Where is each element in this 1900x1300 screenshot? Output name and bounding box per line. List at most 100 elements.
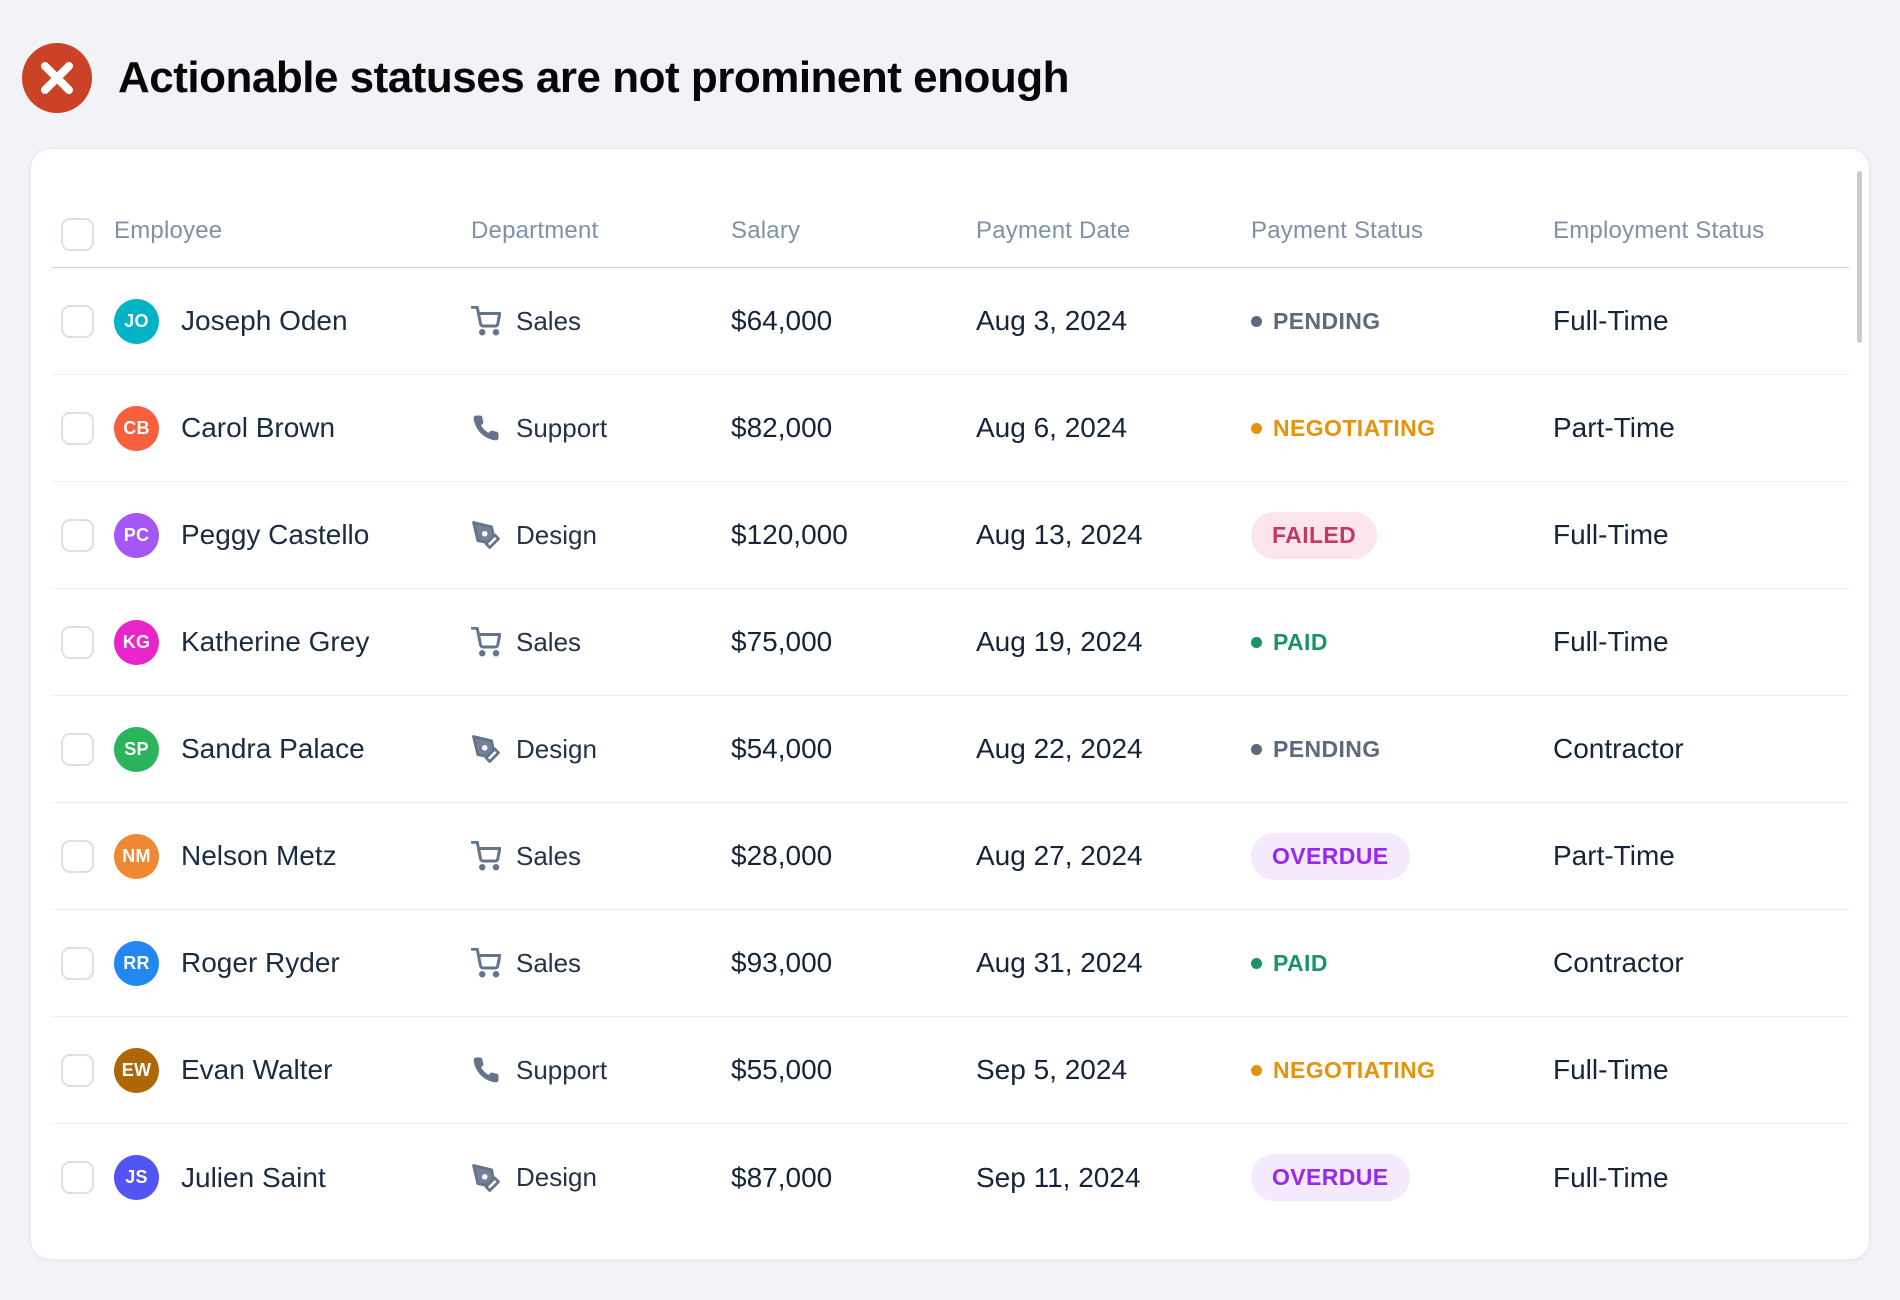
payment-date-value: Aug 22, 2024 (976, 733, 1143, 764)
vertical-scrollbar[interactable] (1857, 171, 1862, 343)
employee-name: Nelson Metz (181, 840, 337, 871)
employment-status-value: Full-Time (1553, 626, 1669, 657)
salary-value: $82,000 (731, 412, 833, 443)
payment-status: PAID (1251, 629, 1553, 656)
salary-value: $28,000 (731, 840, 833, 871)
avatar: CB (114, 405, 159, 451)
cart-icon (471, 841, 501, 871)
row-checkbox[interactable] (61, 518, 94, 552)
status-dot (1251, 422, 1262, 434)
employment-status-value: Contractor (1553, 947, 1684, 978)
phone-icon (471, 1055, 501, 1085)
status-label: PAID (1273, 628, 1328, 655)
employee-name: Julien Saint (181, 1161, 326, 1193)
table-row: NM Nelson Metz Sales $28,000 Aug 27, 202… (51, 803, 1849, 910)
avatar: SP (114, 726, 159, 772)
payment-status: NEGOTIATING (1251, 415, 1553, 442)
pen-tool-icon (471, 520, 501, 550)
status-dot (1251, 315, 1262, 327)
row-checkbox[interactable] (61, 1053, 94, 1087)
status-label: PENDING (1273, 307, 1381, 334)
table-row: RR Roger Ryder Sales $93,000 Aug 31, 202… (51, 910, 1849, 1017)
cart-icon (471, 948, 501, 978)
avatar: KG (114, 619, 159, 665)
payment-status: FAILED (1251, 511, 1553, 559)
employee-name: Roger Ryder (181, 947, 340, 978)
table-row: SP Sandra Palace Design $54,000 Aug 22, … (51, 696, 1849, 803)
avatar: PC (114, 512, 159, 558)
department-label: Sales (516, 626, 582, 657)
avatar: RR (114, 940, 159, 986)
pen-tool-icon (471, 734, 501, 764)
payroll-table: Employee Department Salary Payment Date … (51, 149, 1849, 1231)
department-label: Support (516, 1054, 608, 1085)
table-body: JO Joseph Oden Sales $64,000 Aug 3, 2024… (51, 268, 1849, 1231)
row-checkbox[interactable] (61, 1161, 94, 1194)
payment-status: OVERDUE (1251, 1154, 1553, 1201)
row-checkbox[interactable] (61, 411, 94, 445)
payroll-table-card: Employee Department Salary Payment Date … (30, 148, 1870, 1260)
status-label: NEGOTIATING (1273, 414, 1436, 441)
status-dot (1251, 636, 1262, 648)
payment-date-value: Sep 11, 2024 (976, 1161, 1141, 1193)
department-label: Sales (516, 305, 582, 336)
row-checkbox[interactable] (61, 732, 94, 766)
table-row: CB Carol Brown Support $82,000 Aug 6, 20… (51, 375, 1849, 482)
status-dot (1251, 743, 1262, 755)
payment-date-value: Sep 5, 2024 (976, 1054, 1128, 1085)
employee-name: Carol Brown (181, 412, 336, 443)
status-dot (1251, 957, 1262, 969)
payment-date-value: Aug 19, 2024 (976, 626, 1143, 657)
select-all-checkbox[interactable] (61, 218, 94, 251)
table-row: KG Katherine Grey Sales $75,000 Aug 19, … (51, 589, 1849, 696)
employment-status-value: Part-Time (1553, 412, 1675, 443)
department-label: Design (516, 1162, 597, 1192)
employment-status-value: Full-Time (1553, 305, 1669, 336)
employee-name: Katherine Grey (181, 626, 370, 657)
table-header-row: Employee Department Salary Payment Date … (51, 149, 1849, 268)
column-header-payment-date: Payment Date (976, 217, 1131, 244)
column-header-payment-status: Payment Status (1251, 217, 1424, 244)
column-header-department: Department (471, 217, 599, 244)
employee-name: Evan Walter (181, 1054, 333, 1085)
payment-status: PAID (1251, 950, 1553, 977)
avatar: NM (114, 833, 159, 879)
table-row: PC Peggy Castello Design $120,000 Aug 13… (51, 482, 1849, 589)
payment-date-value: Aug 31, 2024 (976, 947, 1143, 978)
row-checkbox[interactable] (61, 839, 94, 873)
status-badge: OVERDUE (1251, 1154, 1410, 1201)
avatar: EW (114, 1047, 159, 1093)
employment-status-value: Full-Time (1553, 1161, 1669, 1193)
payment-status: OVERDUE (1251, 832, 1553, 880)
payment-status: PENDING (1251, 736, 1553, 763)
status-label: PENDING (1273, 735, 1381, 762)
row-checkbox[interactable] (61, 625, 94, 659)
department-label: Design (516, 519, 597, 550)
employee-name: Sandra Palace (181, 733, 365, 764)
employee-name: Peggy Castello (181, 519, 370, 550)
phone-icon (471, 413, 501, 443)
salary-value: $75,000 (731, 626, 833, 657)
salary-value: $120,000 (731, 519, 848, 550)
payment-date-value: Aug 6, 2024 (976, 412, 1128, 443)
salary-value: $54,000 (731, 733, 833, 764)
table-row: JS Julien Saint Design $87,000 Sep 11, 2… (51, 1124, 1849, 1231)
row-checkbox[interactable] (61, 946, 94, 980)
table-row: EW Evan Walter Support $55,000 Sep 5, 20… (51, 1017, 1849, 1124)
row-checkbox[interactable] (61, 304, 94, 338)
cart-icon (471, 627, 501, 657)
status-badge: FAILED (1251, 511, 1378, 559)
column-header-employee: Employee (114, 217, 223, 244)
status-dot (1251, 1064, 1262, 1076)
column-header-employment-status: Employment Status (1553, 217, 1765, 244)
payment-date-value: Aug 27, 2024 (976, 840, 1143, 871)
employment-status-value: Contractor (1553, 733, 1684, 764)
column-header-salary: Salary (731, 217, 801, 244)
status-label: PAID (1273, 949, 1328, 976)
salary-value: $64,000 (731, 305, 833, 336)
department-label: Sales (516, 840, 582, 871)
salary-value: $93,000 (731, 947, 833, 978)
employee-name: Joseph Oden (181, 305, 348, 336)
payment-status: PENDING (1251, 308, 1553, 335)
payment-status: NEGOTIATING (1251, 1057, 1553, 1084)
